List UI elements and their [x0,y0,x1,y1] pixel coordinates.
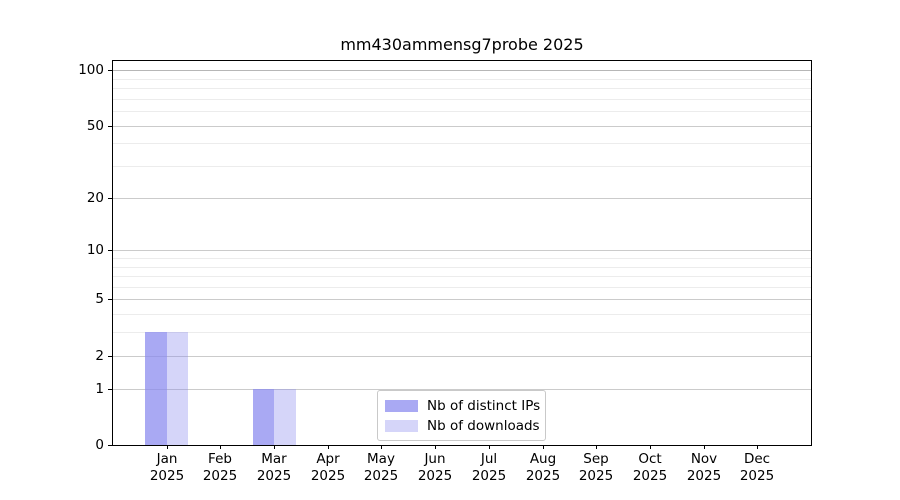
x-tick [381,445,382,449]
gridline-major [113,198,811,199]
x-tick-year: 2025 [632,467,668,484]
legend: Nb of distinct IPs Nb of downloads [377,390,546,441]
plot-area [108,60,812,449]
gridline-major [113,299,811,300]
x-tick-month: Mar [261,451,287,467]
gridline-minor [113,88,811,89]
x-tick [220,445,221,449]
x-tick-year: 2025 [202,467,238,484]
gridline-minor [113,166,811,167]
legend-row: Nb of distinct IPs [385,397,541,414]
x-tick-year: 2025 [525,467,561,484]
x-tick-label: Nov 2025 [672,451,736,484]
x-tick-label: May 2025 [349,451,413,484]
x-tick-month: Apr [316,451,340,467]
x-tick-label: Oct 2025 [618,451,682,484]
x-tick [650,445,651,449]
bar-nb-of-downloads [166,332,189,445]
legend-row: Nb of downloads [385,417,540,434]
x-tick-label: Feb 2025 [188,451,252,484]
x-tick [274,445,275,449]
y-tick [108,299,112,300]
gridline-major [113,250,811,251]
gridline-major [113,356,811,357]
x-tick [596,445,597,449]
gridline-major [113,126,811,127]
y-tick [108,198,112,199]
x-tick-month: Nov [690,451,718,467]
bar-nb-of-distinct-ips [145,332,167,445]
y-tick [108,126,112,127]
x-tick-year: 2025 [578,467,614,484]
y-tick [108,70,112,71]
gridline-minor [113,287,811,288]
x-tick-year: 2025 [149,467,185,484]
y-tick [108,356,112,357]
x-tick [328,445,329,449]
gridline-minor [113,276,811,277]
x-tick-year: 2025 [363,467,399,484]
legend-swatch [385,419,418,432]
y-tick-label: 50 [86,118,104,134]
gridline-minor [113,99,811,100]
x-tick-month: May [367,451,395,467]
y-tick-label: 10 [86,242,104,258]
x-tick [543,445,544,449]
x-tick-month: Jul [480,451,498,467]
y-tick-label: 5 [95,291,104,307]
gridline-major [113,389,811,390]
x-tick-month: Aug [529,451,557,467]
x-tick-month: Jan [156,451,178,467]
legend-swatch [385,399,418,412]
bar-nb-of-downloads [274,388,296,445]
x-tick-year: 2025 [739,467,775,484]
y-tick [108,445,112,446]
x-tick [757,445,758,449]
gridline-minor [113,332,811,333]
y-tick-label: 2 [95,348,104,364]
x-tick-label: Aug 2025 [511,451,575,484]
y-tick-label: 100 [78,62,104,78]
gridline-minor [113,143,811,144]
x-tick [704,445,705,449]
x-tick [489,445,490,449]
x-tick-label: Jan 2025 [135,451,199,484]
chart-title: mm430ammensg7probe 2025 [340,35,584,54]
x-tick-label: Apr 2025 [296,451,360,484]
x-tick-year: 2025 [256,467,292,484]
gridline-minor [113,79,811,80]
x-tick-year: 2025 [686,467,722,484]
gridline-minor [113,258,811,259]
x-tick-year: 2025 [310,467,346,484]
x-tick-label: Jun 2025 [403,451,467,484]
x-tick-label: Dec 2025 [725,451,789,484]
x-tick [435,445,436,449]
legend-label: Nb of distinct IPs [427,397,541,414]
x-tick-month: Dec [743,451,771,467]
x-tick-month: Sep [583,451,609,467]
bar-nb-of-distinct-ips [252,388,275,445]
y-tick-label: 20 [86,190,104,206]
x-tick-month: Jun [424,451,446,467]
y-tick-label: 0 [95,437,104,453]
gridline-minor [113,267,811,268]
x-tick [167,445,168,449]
y-tick-label: 1 [95,381,104,397]
gridline-minor [113,314,811,315]
y-tick [108,250,112,251]
x-tick-label: Sep 2025 [564,451,628,484]
gridline-minor [113,111,811,112]
legend-label: Nb of downloads [427,417,540,434]
y-tick [108,389,112,390]
x-tick-label: Jul 2025 [457,451,521,484]
x-tick-year: 2025 [417,467,453,484]
x-tick-month: Oct [638,451,662,467]
x-tick-month: Feb [208,451,232,467]
x-tick-year: 2025 [471,467,507,484]
gridline-major [113,70,811,71]
x-tick-label: Mar 2025 [242,451,306,484]
